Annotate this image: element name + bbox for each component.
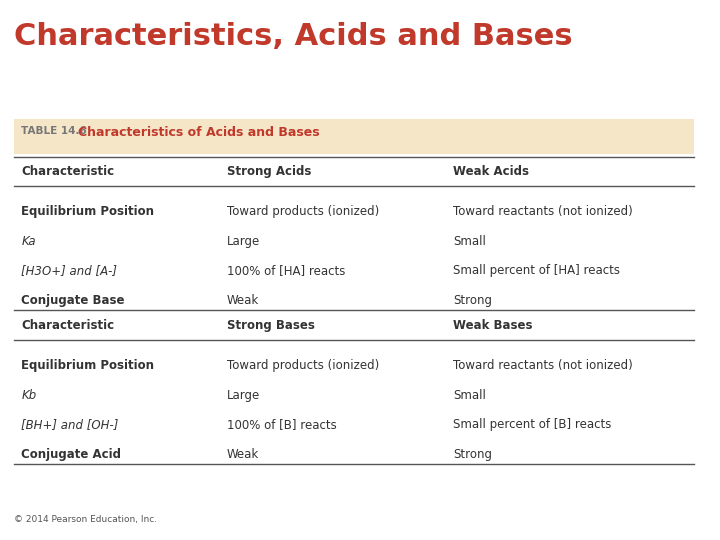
Text: Toward products (ionized): Toward products (ionized) [227, 205, 379, 218]
Text: Weak Bases: Weak Bases [454, 319, 533, 332]
Text: Weak: Weak [227, 448, 259, 461]
Text: 100% of [B] reacts: 100% of [B] reacts [227, 418, 336, 431]
Text: Characteristics of Acids and Bases: Characteristics of Acids and Bases [78, 126, 320, 139]
Text: Strong Bases: Strong Bases [227, 319, 315, 332]
Text: Characteristics, Acids and Bases: Characteristics, Acids and Bases [14, 22, 573, 51]
Text: Strong: Strong [454, 294, 492, 307]
Text: Conjugate Base: Conjugate Base [22, 294, 125, 307]
Text: Equilibrium Position: Equilibrium Position [22, 205, 154, 218]
Text: Small: Small [454, 235, 486, 248]
Text: 100% of [HA] reacts: 100% of [HA] reacts [227, 265, 345, 278]
Text: Strong Acids: Strong Acids [227, 165, 311, 178]
Text: Ka: Ka [22, 235, 36, 248]
Text: Weak: Weak [227, 294, 259, 307]
Text: Conjugate Acid: Conjugate Acid [22, 448, 121, 461]
Text: Characteristic: Characteristic [22, 165, 114, 178]
Text: Large: Large [227, 389, 260, 402]
Text: © 2014 Pearson Education, Inc.: © 2014 Pearson Education, Inc. [14, 515, 157, 524]
Text: TABLE 14.6: TABLE 14.6 [22, 126, 87, 136]
Text: [BH+] and [OH-]: [BH+] and [OH-] [22, 418, 119, 431]
Text: Weak Acids: Weak Acids [454, 165, 529, 178]
Text: [H3O+] and [A-]: [H3O+] and [A-] [22, 265, 117, 278]
Text: Toward reactants (not ionized): Toward reactants (not ionized) [454, 359, 633, 372]
Text: Characteristic: Characteristic [22, 319, 114, 332]
FancyBboxPatch shape [14, 119, 694, 154]
Text: Small percent of [B] reacts: Small percent of [B] reacts [454, 418, 611, 431]
Text: Toward products (ionized): Toward products (ionized) [227, 359, 379, 372]
Text: Large: Large [227, 235, 260, 248]
Text: Small: Small [454, 389, 486, 402]
Text: Equilibrium Position: Equilibrium Position [22, 359, 154, 372]
Text: Strong: Strong [454, 448, 492, 461]
Text: Toward reactants (not ionized): Toward reactants (not ionized) [454, 205, 633, 218]
Text: Kb: Kb [22, 389, 37, 402]
Text: Small percent of [HA] reacts: Small percent of [HA] reacts [454, 265, 620, 278]
